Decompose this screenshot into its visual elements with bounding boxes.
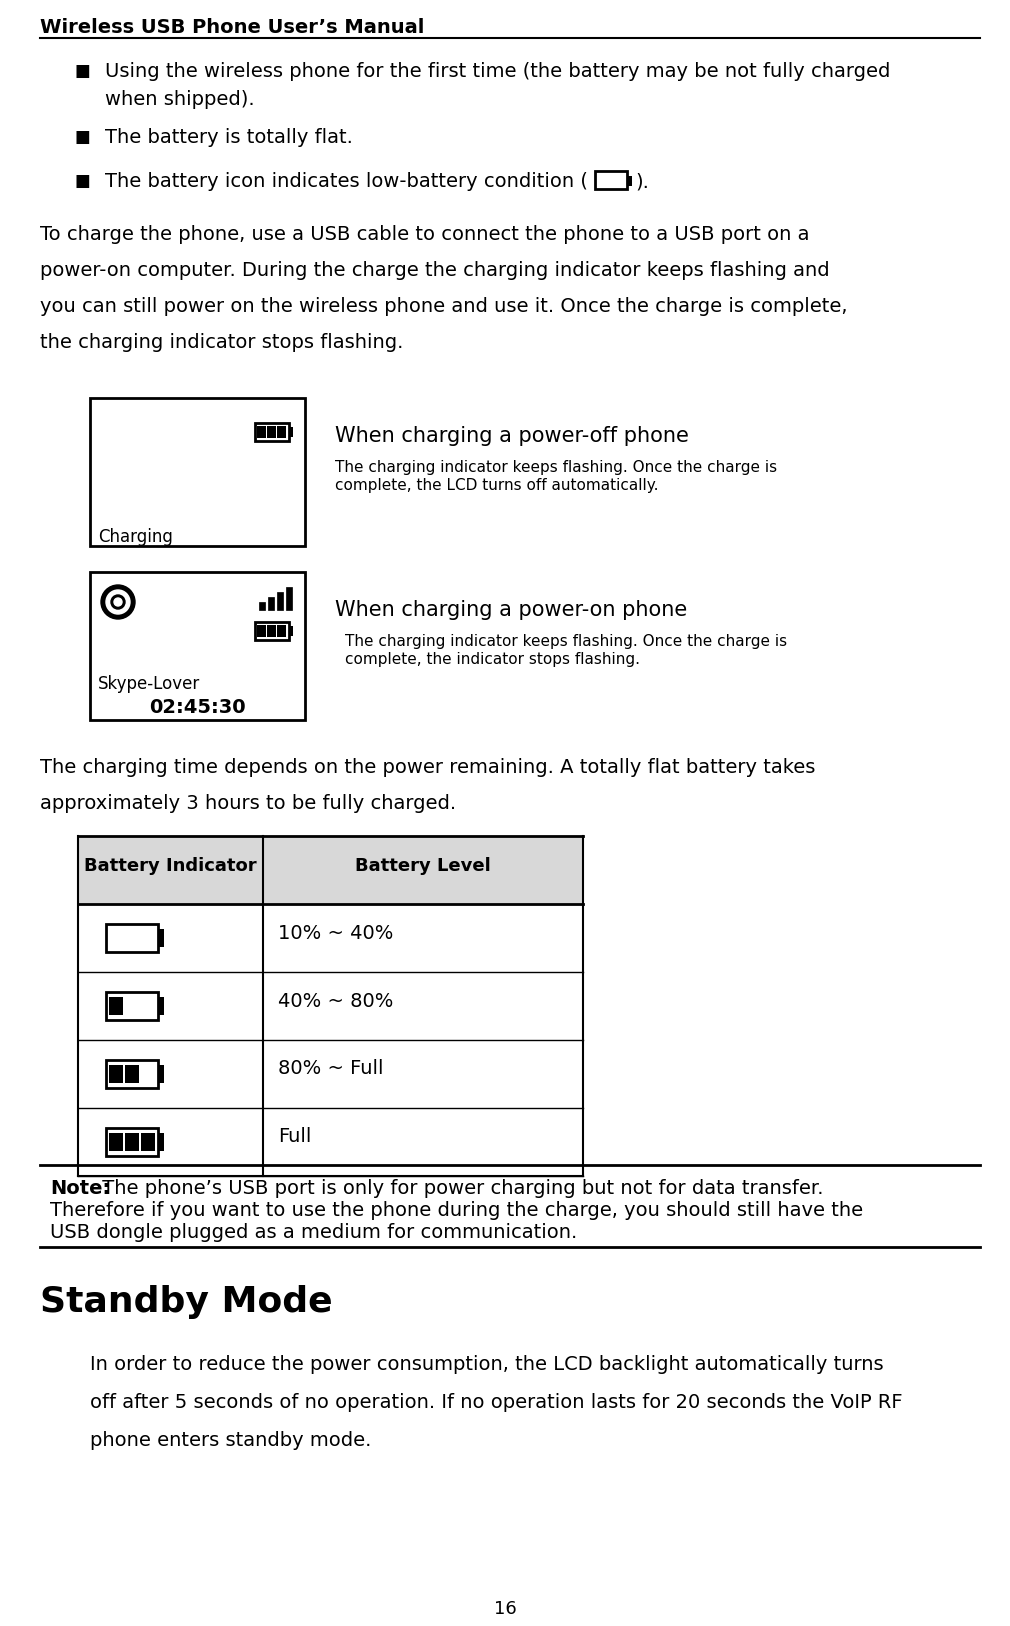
Bar xyxy=(277,624,286,637)
Bar xyxy=(125,1065,139,1083)
Bar xyxy=(595,171,627,189)
Circle shape xyxy=(106,590,130,615)
Bar xyxy=(109,997,123,1015)
Text: phone enters standby mode.: phone enters standby mode. xyxy=(90,1431,372,1450)
Bar xyxy=(141,1133,155,1151)
Text: Using the wireless phone for the first time (the battery may be not fully charge: Using the wireless phone for the first t… xyxy=(105,62,891,81)
Bar xyxy=(90,398,305,546)
Bar xyxy=(268,597,274,610)
Bar xyxy=(106,992,158,1020)
Bar xyxy=(277,592,283,610)
Text: ).: ). xyxy=(635,172,648,190)
Circle shape xyxy=(101,585,135,620)
Bar xyxy=(125,1133,139,1151)
Bar xyxy=(289,428,293,437)
Bar xyxy=(257,624,266,637)
Text: 10% ~ 40%: 10% ~ 40% xyxy=(278,924,393,943)
Bar xyxy=(255,423,289,441)
Text: Charging: Charging xyxy=(98,528,173,546)
Bar xyxy=(158,928,164,946)
Text: Battery Indicator: Battery Indicator xyxy=(84,857,257,875)
Text: Note:: Note: xyxy=(50,1179,110,1198)
Text: The battery icon indicates low-battery condition (: The battery icon indicates low-battery c… xyxy=(105,172,588,190)
Bar xyxy=(259,602,265,610)
Text: complete, the LCD turns off automatically.: complete, the LCD turns off automaticall… xyxy=(335,478,659,493)
Bar xyxy=(158,997,164,1015)
Bar xyxy=(106,1060,158,1088)
Text: Therefore if you want to use the phone during the charge, you should still have : Therefore if you want to use the phone d… xyxy=(50,1202,864,1220)
Text: Skype-Lover: Skype-Lover xyxy=(98,675,200,693)
Text: Wireless USB Phone User’s Manual: Wireless USB Phone User’s Manual xyxy=(40,18,424,37)
Text: ■: ■ xyxy=(75,62,91,80)
Text: power-on computer. During the charge the charging indicator keeps flashing and: power-on computer. During the charge the… xyxy=(40,262,829,280)
Text: approximately 3 hours to be fully charged.: approximately 3 hours to be fully charge… xyxy=(40,793,457,813)
Text: complete, the indicator stops flashing.: complete, the indicator stops flashing. xyxy=(345,652,640,667)
Bar xyxy=(255,623,289,641)
Bar xyxy=(78,836,583,904)
Bar xyxy=(158,1133,164,1151)
Text: Battery Level: Battery Level xyxy=(356,857,491,875)
Text: 80% ~ Full: 80% ~ Full xyxy=(278,1060,384,1078)
Bar xyxy=(627,176,632,185)
Bar xyxy=(257,426,266,437)
Bar xyxy=(109,1133,123,1151)
Text: Full: Full xyxy=(278,1127,311,1146)
Circle shape xyxy=(114,598,122,606)
Circle shape xyxy=(111,595,125,610)
Text: ■: ■ xyxy=(75,172,91,190)
Bar xyxy=(267,624,276,637)
Text: The phone’s USB port is only for power charging but not for data transfer.: The phone’s USB port is only for power c… xyxy=(96,1179,823,1198)
Text: 02:45:30: 02:45:30 xyxy=(148,698,245,717)
Text: In order to reduce the power consumption, the LCD backlight automatically turns: In order to reduce the power consumption… xyxy=(90,1354,884,1374)
Text: off after 5 seconds of no operation. If no operation lasts for 20 seconds the Vo: off after 5 seconds of no operation. If … xyxy=(90,1393,903,1411)
Bar xyxy=(277,426,286,437)
Bar xyxy=(286,587,292,610)
Text: when shipped).: when shipped). xyxy=(105,89,255,109)
Text: ■: ■ xyxy=(75,128,91,146)
Bar xyxy=(106,924,158,951)
Bar xyxy=(109,1065,123,1083)
Text: USB dongle plugged as a medium for communication.: USB dongle plugged as a medium for commu… xyxy=(50,1223,578,1242)
Text: Standby Mode: Standby Mode xyxy=(40,1285,332,1319)
Text: The charging indicator keeps flashing. Once the charge is: The charging indicator keeps flashing. O… xyxy=(345,634,787,649)
Text: To charge the phone, use a USB cable to connect the phone to a USB port on a: To charge the phone, use a USB cable to … xyxy=(40,224,809,244)
Text: The charging indicator keeps flashing. Once the charge is: The charging indicator keeps flashing. O… xyxy=(335,460,777,475)
Text: When charging a power-on phone: When charging a power-on phone xyxy=(335,600,687,620)
Text: The battery is totally flat.: The battery is totally flat. xyxy=(105,128,352,146)
Text: 16: 16 xyxy=(494,1600,516,1618)
Bar xyxy=(90,572,305,720)
Bar xyxy=(158,1065,164,1083)
Text: you can still power on the wireless phone and use it. Once the charge is complet: you can still power on the wireless phon… xyxy=(40,298,847,315)
Text: The charging time depends on the power remaining. A totally flat battery takes: The charging time depends on the power r… xyxy=(40,758,815,777)
Text: the charging indicator stops flashing.: the charging indicator stops flashing. xyxy=(40,333,403,351)
Bar xyxy=(106,1128,158,1156)
Text: When charging a power-off phone: When charging a power-off phone xyxy=(335,426,689,446)
Bar xyxy=(267,426,276,437)
Text: 40% ~ 80%: 40% ~ 80% xyxy=(278,992,393,1010)
Bar xyxy=(289,626,293,636)
